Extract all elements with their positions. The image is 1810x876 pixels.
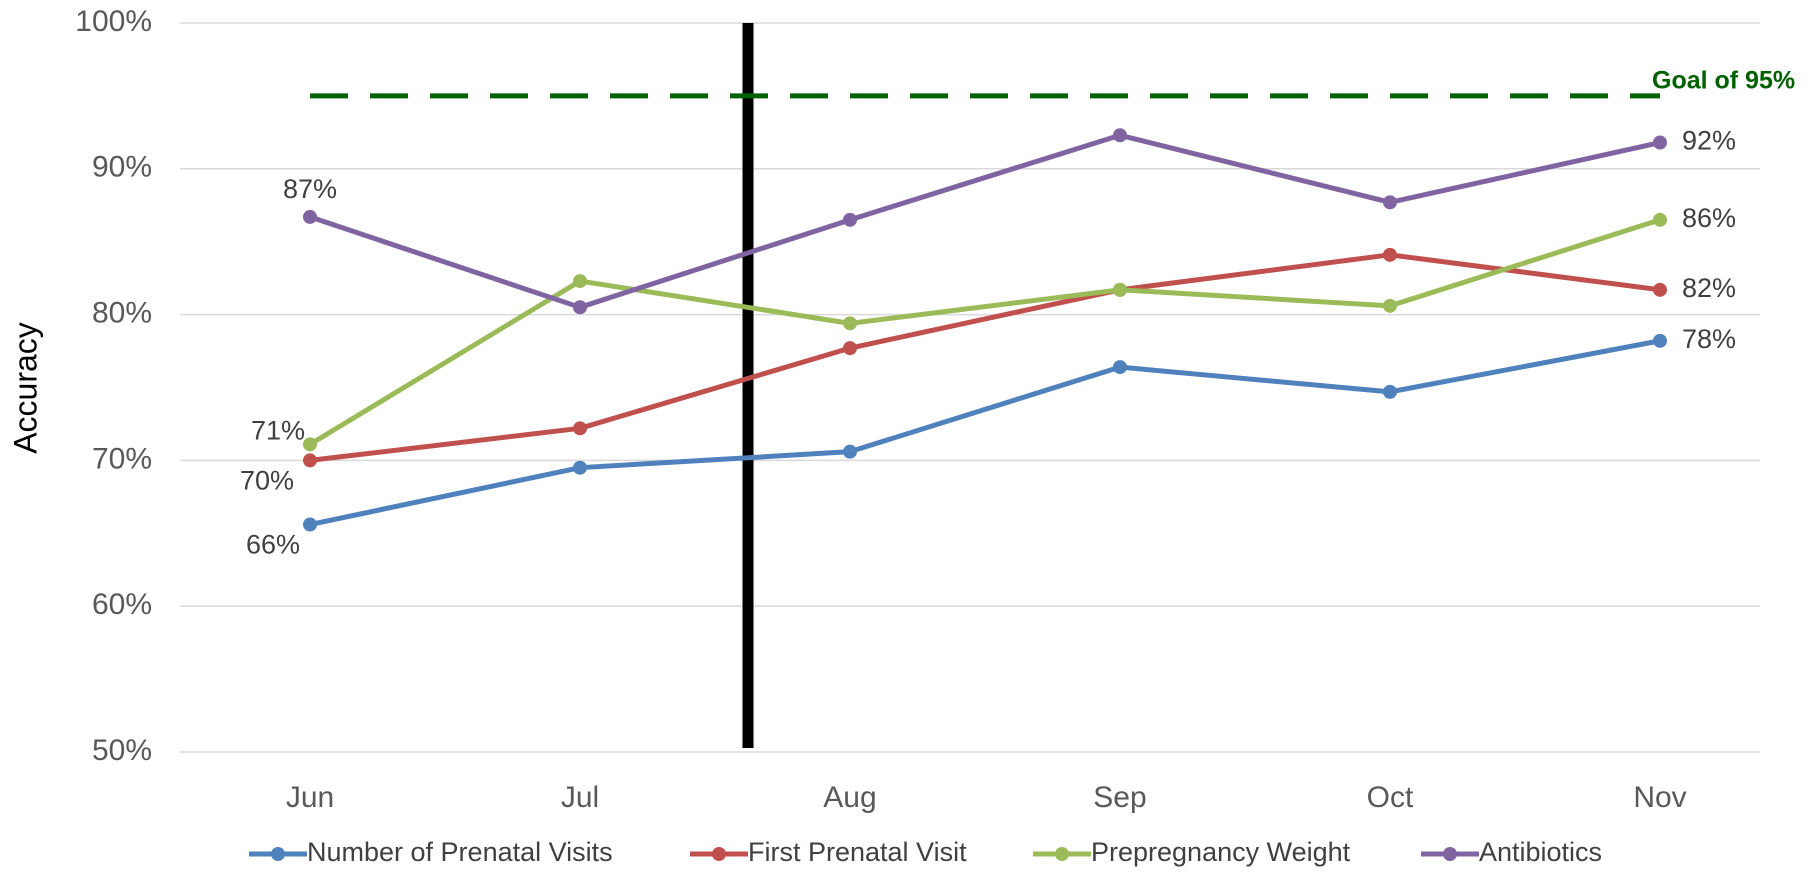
data-point	[1383, 195, 1397, 210]
series-line	[309, 338, 1661, 527]
y-tick-label: 50%	[92, 734, 152, 767]
series-line	[309, 132, 1661, 310]
data-point	[1383, 247, 1397, 262]
series-line	[309, 252, 1661, 463]
data-point	[1653, 212, 1667, 227]
legend-marker	[271, 847, 285, 861]
data-label: 66%	[246, 530, 300, 560]
legend-marker	[712, 847, 726, 861]
y-tick-label: 100%	[75, 5, 152, 38]
x-tick-label: Jun	[286, 781, 334, 814]
data-label: 87%	[283, 174, 337, 204]
legend-label: Number of Prenatal Visits	[307, 837, 613, 867]
data-point	[573, 274, 587, 289]
data-label: 92%	[1682, 126, 1736, 156]
data-point	[1653, 135, 1667, 150]
x-tick-label: Jul	[561, 781, 599, 814]
x-tick-label: Oct	[1367, 781, 1414, 814]
data-label: 82%	[1682, 273, 1736, 303]
data-point	[1383, 298, 1397, 313]
data-label: 86%	[1682, 203, 1736, 233]
data-point	[1383, 384, 1397, 399]
y-tick-label: 60%	[92, 588, 152, 621]
data-point	[843, 444, 857, 459]
y-tick-label: 70%	[92, 442, 152, 475]
data-point	[303, 209, 317, 224]
y-axis-label: Accuracy	[7, 322, 43, 454]
data-point	[1113, 360, 1127, 375]
legend-label: Prepregnancy Weight	[1091, 837, 1351, 867]
legend-label: First Prenatal Visit	[748, 837, 967, 867]
plot-area	[303, 93, 1667, 532]
y-tick-label: 90%	[92, 151, 152, 184]
data-point	[1653, 282, 1667, 297]
legend-marker	[1443, 847, 1457, 861]
data-point	[1113, 128, 1127, 143]
data-point	[843, 316, 857, 331]
data-point	[303, 453, 317, 468]
data-point	[303, 517, 317, 532]
data-point	[573, 460, 587, 475]
legend-marker	[1055, 847, 1069, 861]
grid	[180, 22, 1760, 753]
data-point	[843, 341, 857, 356]
x-tick-label: Sep	[1093, 781, 1146, 814]
x-tick-label: Nov	[1633, 781, 1686, 814]
y-tick-label: 80%	[92, 297, 152, 330]
data-label: 78%	[1682, 324, 1736, 354]
x-tick-label: Aug	[823, 781, 876, 814]
data-point	[303, 437, 317, 452]
data-point	[573, 300, 587, 315]
data-point	[843, 212, 857, 227]
data-point	[1653, 333, 1667, 348]
series-line	[308, 217, 1661, 447]
data-label: 71%	[251, 415, 305, 445]
data-point	[573, 421, 587, 436]
data-point	[1113, 282, 1127, 297]
legend-label: Antibiotics	[1479, 837, 1602, 867]
data-label: 70%	[240, 466, 294, 496]
goal-label: Goal of 95%	[1652, 67, 1795, 95]
